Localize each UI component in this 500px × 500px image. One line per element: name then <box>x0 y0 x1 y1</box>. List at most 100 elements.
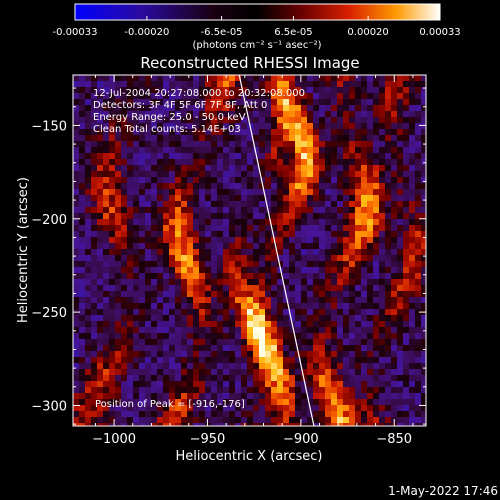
heatmap-cell <box>277 273 284 280</box>
heatmap-cell <box>415 255 422 262</box>
heatmap-cell <box>349 399 356 406</box>
heatmap-cell <box>145 87 152 94</box>
heatmap-cell <box>271 381 278 388</box>
heatmap-cell <box>187 183 194 190</box>
heatmap-cell <box>79 261 86 268</box>
heatmap-cell <box>115 147 122 154</box>
heatmap-cell <box>343 321 350 328</box>
heatmap-cell <box>403 135 410 142</box>
heatmap-cell <box>385 141 392 148</box>
heatmap-cell <box>301 333 308 340</box>
heatmap-cell <box>121 189 128 196</box>
heatmap-cell <box>421 351 426 358</box>
heatmap-cell <box>139 333 146 340</box>
heatmap-cell <box>361 231 368 238</box>
heatmap-cell <box>379 387 386 394</box>
heatmap-cell <box>241 117 248 124</box>
heatmap-cell <box>199 327 206 334</box>
heatmap-cell <box>337 87 344 94</box>
heatmap-cell <box>367 387 374 394</box>
heatmap-cell <box>157 99 164 106</box>
heatmap-cell <box>265 375 272 382</box>
heatmap-cell <box>325 237 332 244</box>
heatmap-cell <box>205 303 212 310</box>
heatmap-cell <box>307 123 314 130</box>
heatmap-cell <box>259 141 266 148</box>
heatmap-cell <box>289 327 296 334</box>
heatmap-cell <box>307 423 314 426</box>
heatmap-cell <box>253 345 260 352</box>
heatmap-cell <box>313 171 320 178</box>
heatmap-cell <box>325 105 332 112</box>
heatmap-cell <box>109 117 116 124</box>
heatmap-cell <box>139 291 146 298</box>
heatmap-cell <box>361 423 368 426</box>
heatmap-cell <box>283 255 290 262</box>
heatmap-cell <box>343 285 350 292</box>
heatmap-cell <box>163 399 170 406</box>
heatmap-cell <box>277 135 284 142</box>
heatmap-cell <box>229 369 236 376</box>
heatmap-cell <box>121 399 128 406</box>
heatmap-cell <box>253 87 260 94</box>
heatmap-cell <box>421 129 426 136</box>
heatmap-cell <box>97 327 104 334</box>
heatmap-cell <box>109 219 116 226</box>
heatmap-cell <box>253 183 260 190</box>
heatmap-cell <box>145 423 152 426</box>
heatmap-cell <box>319 363 326 370</box>
heatmap-cell <box>187 303 194 310</box>
heatmap-cell <box>91 327 98 334</box>
heatmap-cell <box>121 225 128 232</box>
heatmap-cell <box>385 165 392 172</box>
heatmap-cell <box>373 129 380 136</box>
heatmap-cell <box>133 381 140 388</box>
heatmap-cell <box>349 201 356 208</box>
heatmap-cell <box>139 393 146 400</box>
heatmap-cell <box>235 201 242 208</box>
heatmap-cell <box>91 267 98 274</box>
heatmap-cell <box>397 75 404 82</box>
heatmap-cell <box>241 225 248 232</box>
heatmap-cell <box>403 393 410 400</box>
heatmap-cell <box>115 363 122 370</box>
heatmap-cell <box>295 249 302 256</box>
heatmap-cell <box>133 219 140 226</box>
heatmap-cell <box>277 333 284 340</box>
heatmap-cell <box>265 279 272 286</box>
heatmap-cell <box>391 321 398 328</box>
heatmap-cell <box>169 111 176 118</box>
heatmap-cell <box>313 339 320 346</box>
heatmap-cell <box>391 153 398 160</box>
heatmap-cell <box>415 177 422 184</box>
heatmap-cell <box>385 315 392 322</box>
heatmap-cell <box>181 255 188 262</box>
heatmap-cell <box>175 165 182 172</box>
heatmap-cell <box>307 243 314 250</box>
heatmap-cell <box>355 291 362 298</box>
heatmap-cell <box>175 351 182 358</box>
heatmap-cell <box>421 321 426 328</box>
heatmap-cell <box>259 123 266 130</box>
heatmap-cell <box>169 321 176 328</box>
heatmap-cell <box>283 387 290 394</box>
heatmap-cell <box>253 207 260 214</box>
heatmap-cell <box>391 207 398 214</box>
heatmap-cell <box>355 135 362 142</box>
heatmap-cell <box>139 195 146 202</box>
heatmap-cell <box>121 141 128 148</box>
heatmap-cell <box>205 309 212 316</box>
heatmap-cell <box>145 195 152 202</box>
heatmap-cell <box>391 315 398 322</box>
heatmap-cell <box>223 213 230 220</box>
heatmap-cell <box>259 309 266 316</box>
heatmap-cell <box>313 387 320 394</box>
heatmap-cell <box>289 93 296 100</box>
heatmap-cell <box>85 411 92 418</box>
heatmap-cell <box>415 159 422 166</box>
heatmap-cell <box>247 255 254 262</box>
heatmap-cell <box>325 303 332 310</box>
heatmap-cell <box>337 333 344 340</box>
heatmap-cell <box>259 231 266 238</box>
heatmap-cell <box>265 147 272 154</box>
